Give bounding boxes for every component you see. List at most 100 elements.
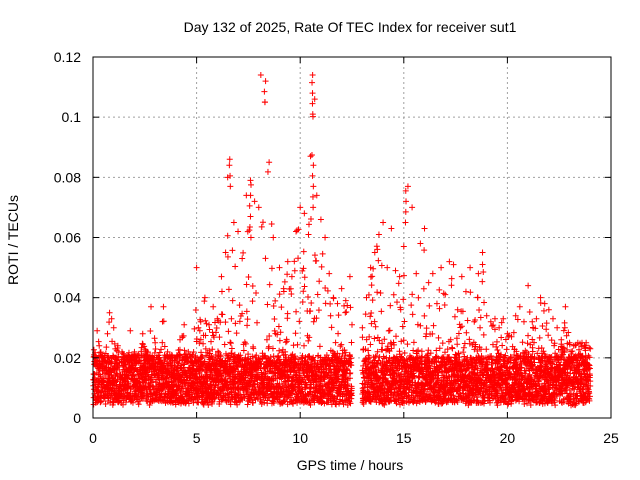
data-point bbox=[219, 311, 226, 318]
data-point bbox=[415, 294, 422, 301]
data-point bbox=[426, 302, 433, 309]
data-point bbox=[498, 319, 505, 326]
data-point bbox=[488, 322, 495, 329]
data-point bbox=[348, 339, 355, 346]
data-point bbox=[149, 378, 156, 385]
data-point bbox=[318, 263, 325, 270]
data-point bbox=[221, 341, 228, 348]
data-point bbox=[224, 253, 231, 260]
data-point bbox=[400, 272, 407, 279]
data-point bbox=[448, 275, 455, 282]
data-point bbox=[322, 300, 329, 307]
data-point bbox=[278, 304, 285, 311]
data-point bbox=[227, 340, 234, 347]
data-point bbox=[205, 401, 212, 408]
data-point bbox=[305, 337, 312, 344]
data-point bbox=[218, 288, 225, 295]
data-point bbox=[209, 346, 216, 353]
data-point bbox=[273, 359, 280, 366]
data-point bbox=[147, 327, 154, 334]
data-point bbox=[464, 317, 471, 324]
data-point bbox=[526, 308, 533, 315]
data-point bbox=[387, 302, 394, 309]
data-point bbox=[271, 315, 278, 322]
data-point bbox=[494, 346, 501, 353]
data-point bbox=[228, 315, 235, 322]
data-point bbox=[301, 283, 308, 290]
data-point bbox=[129, 399, 136, 406]
data-point bbox=[368, 282, 375, 289]
data-point bbox=[282, 351, 289, 358]
data-point bbox=[503, 346, 510, 353]
data-point bbox=[276, 356, 283, 363]
data-point bbox=[276, 337, 283, 344]
data-point bbox=[400, 296, 407, 303]
data-point bbox=[222, 319, 229, 326]
data-point bbox=[267, 354, 274, 361]
data-point bbox=[109, 338, 116, 345]
data-point bbox=[463, 329, 470, 336]
data-point bbox=[294, 341, 301, 348]
data-point bbox=[152, 345, 159, 352]
data-point bbox=[227, 339, 234, 346]
data-point bbox=[376, 354, 383, 361]
data-point bbox=[435, 334, 442, 341]
data-point bbox=[193, 336, 200, 343]
data-point bbox=[315, 307, 322, 314]
data-point bbox=[393, 333, 400, 340]
data-point bbox=[228, 345, 235, 352]
data-point bbox=[236, 302, 243, 309]
data-point bbox=[244, 316, 251, 323]
data-point bbox=[98, 398, 105, 405]
data-point bbox=[161, 343, 168, 350]
data-point bbox=[327, 300, 334, 307]
data-point bbox=[185, 400, 192, 407]
data-point bbox=[262, 255, 269, 262]
data-point bbox=[449, 345, 456, 352]
data-point bbox=[233, 330, 240, 337]
data-point bbox=[335, 330, 342, 337]
data-point bbox=[287, 285, 294, 292]
data-point bbox=[253, 352, 260, 359]
data-point bbox=[420, 285, 427, 292]
data-point bbox=[115, 354, 122, 361]
data-point bbox=[172, 401, 179, 408]
data-point bbox=[343, 309, 350, 316]
data-point bbox=[213, 324, 220, 331]
data-point bbox=[401, 350, 408, 357]
data-point bbox=[421, 247, 428, 254]
data-point bbox=[368, 309, 375, 316]
data-point bbox=[314, 291, 321, 298]
data-point bbox=[375, 257, 382, 264]
data-point bbox=[249, 298, 256, 305]
data-point bbox=[277, 329, 284, 336]
data-point bbox=[374, 289, 381, 296]
data-point bbox=[536, 334, 543, 341]
data-point bbox=[264, 168, 271, 175]
data-point bbox=[225, 328, 232, 335]
data-point bbox=[288, 291, 295, 298]
data-point bbox=[207, 350, 214, 357]
data-point bbox=[176, 346, 183, 353]
data-point bbox=[249, 353, 256, 360]
data-point bbox=[282, 339, 289, 346]
data-point bbox=[195, 399, 202, 406]
data-point bbox=[225, 286, 232, 293]
data-point bbox=[202, 317, 209, 324]
data-point bbox=[200, 340, 207, 347]
data-point bbox=[390, 291, 397, 298]
data-point bbox=[300, 265, 307, 272]
data-point bbox=[227, 401, 234, 408]
data-point bbox=[236, 318, 243, 325]
data-point bbox=[295, 356, 302, 363]
data-point bbox=[144, 348, 151, 355]
data-point bbox=[197, 336, 204, 343]
data-point bbox=[291, 267, 298, 274]
data-point bbox=[244, 322, 251, 329]
data-point bbox=[95, 338, 102, 345]
data-point bbox=[156, 380, 163, 387]
data-point bbox=[291, 258, 298, 265]
data-point bbox=[229, 247, 236, 254]
data-point bbox=[440, 290, 447, 297]
